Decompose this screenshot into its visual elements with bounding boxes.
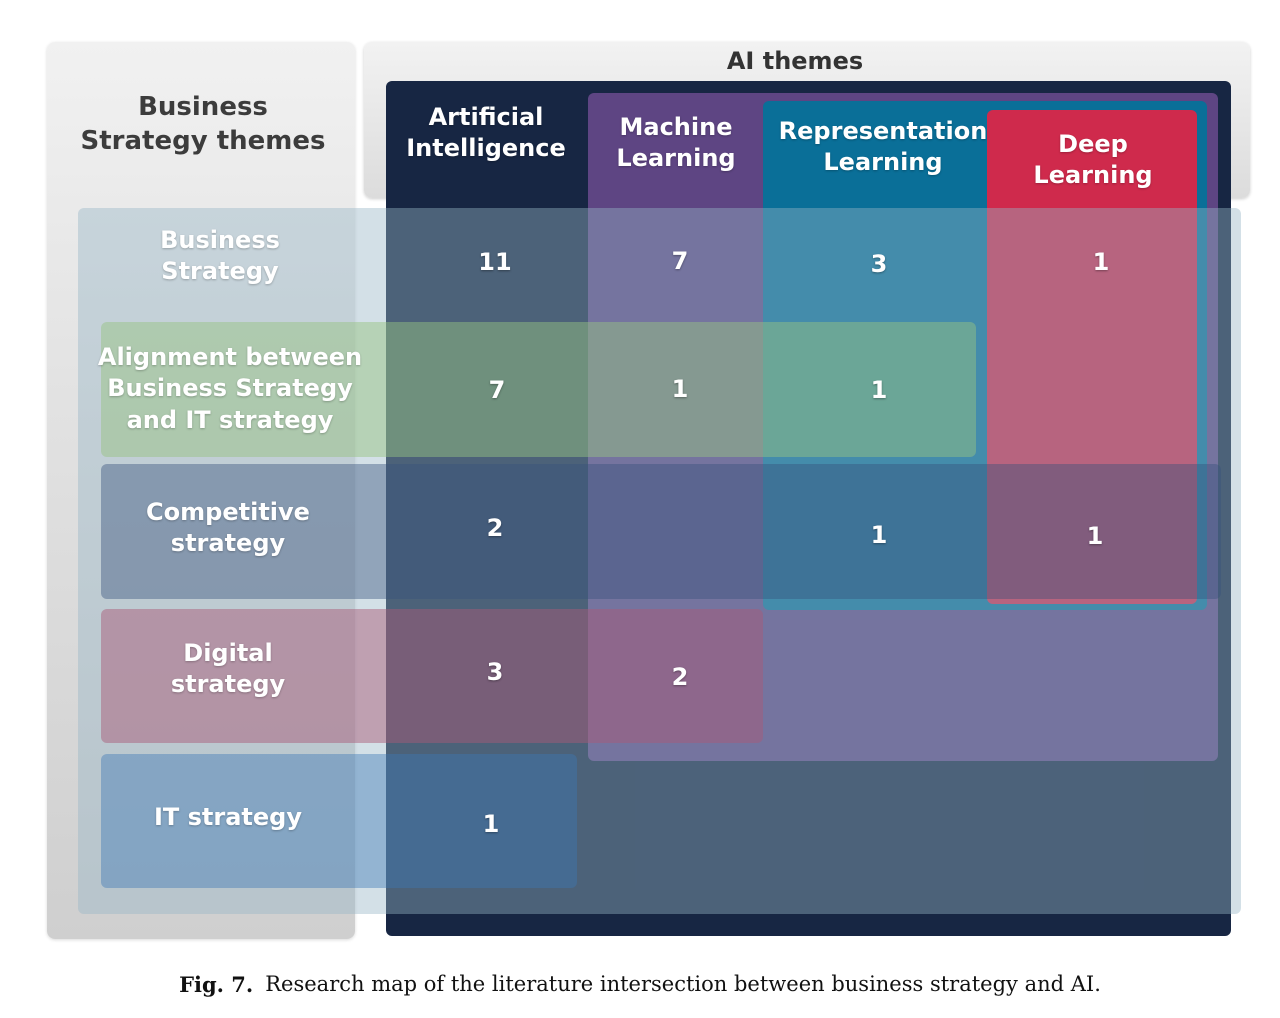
business-theme-label-business-strategy: Business Strategy xyxy=(160,225,280,285)
business-themes-title: Business Strategy themes xyxy=(80,92,326,156)
business-block-business-strategy xyxy=(78,208,1241,914)
count-alignment-ml: 1 xyxy=(671,375,689,403)
count-business-strategy-dl: 1 xyxy=(1092,248,1110,276)
count-business-strategy-rl: 3 xyxy=(870,250,888,278)
count-digital-ml: 2 xyxy=(671,663,689,691)
business-theme-label-alignment: Alignment between Business Strategy and … xyxy=(97,343,363,434)
count-business-strategy-ai: 11 xyxy=(478,248,512,276)
ai-themes-title: AI themes xyxy=(726,47,864,76)
count-alignment-rl: 1 xyxy=(870,376,888,404)
ai-theme-label-deep-learning: Deep Learning xyxy=(1033,129,1153,189)
figure-caption-label: Fig. 7. xyxy=(179,971,254,997)
business-block-alignment xyxy=(101,322,976,457)
business-block-it-strategy xyxy=(101,754,577,888)
count-competitive-ai: 2 xyxy=(486,514,504,542)
figure-caption: Fig. 7. Research map of the literature i… xyxy=(0,962,1280,1006)
ai-theme-label-machine-learning: Machine Learning xyxy=(616,112,736,172)
business-block-digital-strategy xyxy=(101,609,763,743)
count-it-ai: 1 xyxy=(482,810,500,838)
research-map-diagram: Business Strategy themes AI themes Artif… xyxy=(47,42,1250,939)
count-alignment-ai: 7 xyxy=(488,376,506,404)
count-business-strategy-ml: 7 xyxy=(671,247,689,275)
business-theme-label-it-strategy: IT strategy xyxy=(153,803,303,832)
business-themes-panel xyxy=(47,42,355,939)
business-theme-label-competitive-strategy: Competitive strategy xyxy=(146,497,310,557)
figure-caption-text: Research map of the literature intersect… xyxy=(265,972,1101,996)
business-theme-label-digital-strategy: Digital strategy xyxy=(170,638,286,698)
ai-theme-label-artificial-intelligence: Artificial Intelligence xyxy=(406,102,566,162)
ai-theme-label-representation-learning: Representation Learning xyxy=(778,116,988,176)
count-digital-ai: 3 xyxy=(486,658,504,686)
count-competitive-dl: 1 xyxy=(1086,522,1104,550)
ai-block-deep-learning xyxy=(987,110,1197,604)
business-block-competitive-strategy xyxy=(101,464,1221,599)
count-competitive-rl: 1 xyxy=(870,521,888,549)
